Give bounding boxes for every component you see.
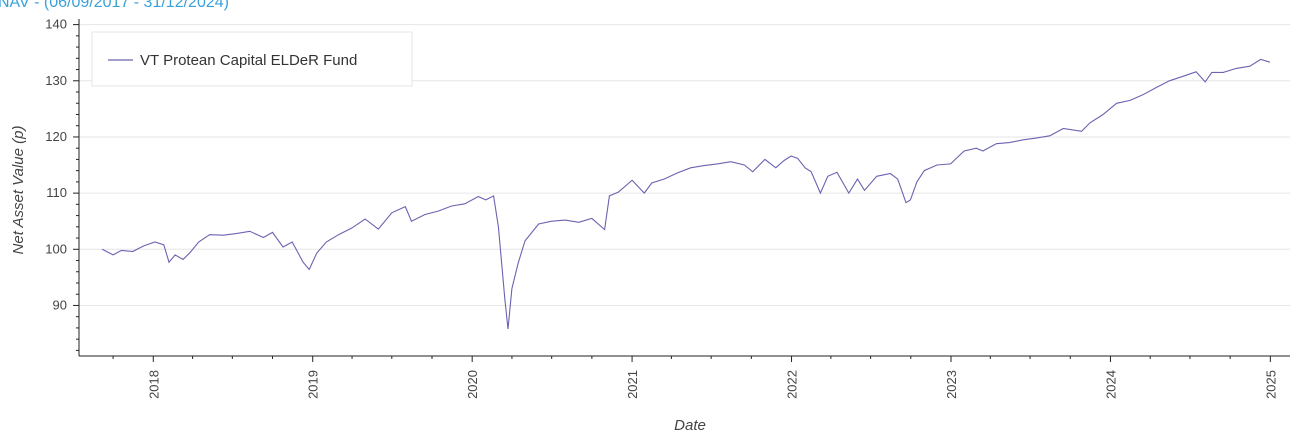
x-tick-label: 2021 <box>625 370 640 399</box>
x-tick-label: 2020 <box>465 370 480 399</box>
y-tick-label: 90 <box>53 297 67 312</box>
y-tick-label: 140 <box>45 17 67 32</box>
legend-box <box>91 31 413 87</box>
legend[interactable]: VT Protean Capital ELDeR Fund <box>91 31 413 87</box>
x-tick-label: 2024 <box>1103 370 1118 399</box>
series-layer <box>101 58 1271 330</box>
y-tick-label: 120 <box>45 129 67 144</box>
y-axis-title: Net Asset Value (p) <box>10 126 27 255</box>
x-axis-title: Date <box>674 417 706 432</box>
legend-label: VT Protean Capital ELDeR Fund <box>140 52 357 69</box>
x-tick-label: 2019 <box>306 370 321 399</box>
x-tick-label: 2025 <box>1263 370 1278 399</box>
x-tick-label: 2018 <box>146 370 161 399</box>
y-tick-label: 130 <box>45 73 67 88</box>
chart-title: NAV - (06/09/2017 - 31/12/2024) <box>0 0 229 11</box>
series-line <box>101 58 1271 330</box>
y-tick-label: 100 <box>45 241 67 256</box>
y-tick-label: 110 <box>46 185 67 200</box>
x-tick-label: 2022 <box>785 370 800 399</box>
x-tick-label: 2023 <box>944 370 959 399</box>
axes: 90 100 110 120 130 140 2018 2019 2020 2021 2022 202… <box>45 17 1290 399</box>
